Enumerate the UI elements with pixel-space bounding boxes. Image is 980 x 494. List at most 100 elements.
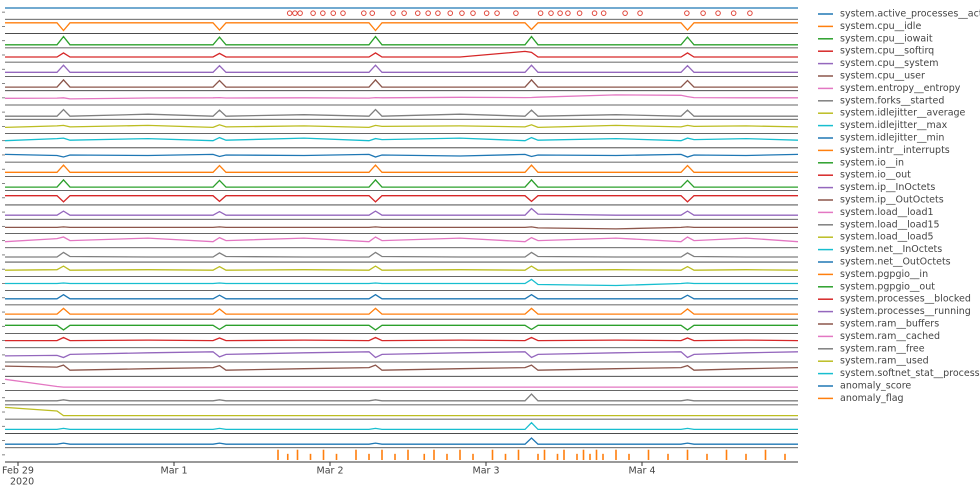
legend-label: system.ip__InOctets	[840, 182, 935, 193]
flag-bar	[706, 453, 708, 460]
flag-bar	[517, 449, 520, 460]
legend-label: system.entropy__entropy	[840, 83, 961, 94]
legend-label: system.pgpgio__out	[840, 281, 935, 292]
flag-bar	[576, 453, 578, 460]
flag-bar	[784, 453, 786, 460]
anomaly-marker	[310, 10, 316, 16]
series-line	[5, 421, 798, 431]
anomaly-marker	[557, 10, 563, 16]
flag-bar	[543, 449, 546, 460]
anomaly-marker	[591, 10, 598, 16]
series-line	[5, 22, 798, 32]
flag-bar	[563, 449, 565, 460]
legend-label: system.io__out	[840, 170, 911, 181]
anomaly-marker	[548, 10, 554, 16]
flag-bar	[764, 449, 767, 460]
legend-label: system.load__load1	[840, 207, 934, 218]
series-line	[5, 226, 798, 230]
anomaly-marker	[286, 10, 293, 16]
series-line	[5, 64, 798, 73]
anomaly-marker	[483, 10, 490, 16]
anomaly-marker	[576, 10, 583, 16]
series-line	[5, 307, 798, 315]
legend-label: system.idlejitter__average	[840, 108, 966, 119]
legend-label: system.active_processes__active	[840, 9, 980, 20]
flag-bar	[615, 449, 617, 460]
series-line	[4, 236, 799, 243]
flag-bar	[647, 449, 650, 460]
anomaly-marker	[715, 10, 721, 16]
legend-label: system.load__load15	[840, 219, 940, 230]
anomaly-marker	[414, 10, 421, 16]
flag-bar	[556, 453, 559, 460]
series-line	[5, 178, 798, 188]
series-line	[4, 378, 798, 388]
legend-label: system.net__OutOctets	[840, 257, 951, 268]
flag-bar	[491, 449, 494, 460]
flag-bar	[589, 453, 591, 460]
legend-label: system.cpu__softirq	[840, 46, 934, 57]
legend-label: system.ram__cached	[840, 331, 940, 342]
anomaly-marker	[494, 10, 500, 16]
legend-label: system.processes__blocked	[840, 294, 971, 305]
anomaly-marker	[600, 10, 607, 16]
anomaly-marker	[447, 10, 454, 16]
flag-bar	[368, 453, 370, 460]
legend-label: system.idlejitter__max	[840, 120, 948, 131]
flag-bar	[322, 449, 325, 460]
flag-bar	[433, 449, 435, 460]
flag-bar	[381, 449, 383, 460]
series-line	[4, 94, 798, 100]
flag-bar	[472, 453, 474, 460]
anomaly-marker	[622, 10, 628, 16]
anomaly-marker	[513, 10, 519, 16]
legend-label: system.cpu__system	[840, 58, 938, 69]
legend-label: system.io__in	[840, 157, 904, 168]
series-line	[5, 50, 798, 58]
flag-bar	[277, 449, 279, 460]
series-line	[4, 364, 799, 371]
legend-label: system.ram__buffers	[840, 319, 939, 330]
legend-label: anomaly_flag	[840, 393, 904, 404]
flag-bar	[286, 453, 289, 460]
legend-label: system.ram__used	[840, 356, 929, 367]
series-line	[5, 393, 798, 402]
anomaly-marker	[401, 10, 407, 16]
series-line	[5, 251, 798, 258]
series-line	[5, 324, 798, 331]
legend-label: system.pgpgio__in	[840, 269, 928, 280]
flag-bar	[667, 453, 669, 460]
anomaly-marker	[470, 10, 476, 16]
legend-label: system.intr__interrupts	[840, 145, 950, 156]
series-line	[5, 207, 798, 216]
flag-bar	[423, 453, 426, 460]
anomaly-marker	[297, 10, 303, 16]
series-line	[5, 278, 798, 287]
anomaly-marker	[459, 10, 465, 16]
anomaly-marker	[684, 10, 690, 16]
anomaly-marker	[292, 10, 298, 16]
flag-bar	[725, 449, 728, 460]
anomaly-marker	[565, 10, 571, 16]
anomaly-marker	[330, 10, 337, 16]
legend-label: system.load__load5	[840, 232, 934, 243]
anomaly-marker	[747, 10, 753, 16]
legend-label: system.softnet_stat__processed	[840, 368, 980, 379]
anomaly-marker	[435, 10, 441, 16]
anomaly-marker	[700, 10, 706, 16]
flag-bar	[446, 453, 448, 460]
legend-label: system.processes__running	[840, 306, 971, 317]
series-line	[5, 195, 798, 203]
anomaly-marker	[425, 10, 431, 16]
flag-bar	[745, 453, 747, 460]
x-tick-label: Mar 3	[473, 466, 500, 477]
legend-label: system.cpu__idle	[840, 21, 921, 32]
anomaly-marker	[369, 10, 376, 16]
legend-label: system.forks__started	[840, 95, 944, 106]
series-line	[4, 265, 799, 271]
x-tick-label: Feb 29	[2, 466, 34, 477]
x-tick-label: Mar 1	[161, 466, 188, 477]
legend-label: system.idlejitter__min	[840, 133, 944, 144]
series-line	[5, 293, 798, 300]
